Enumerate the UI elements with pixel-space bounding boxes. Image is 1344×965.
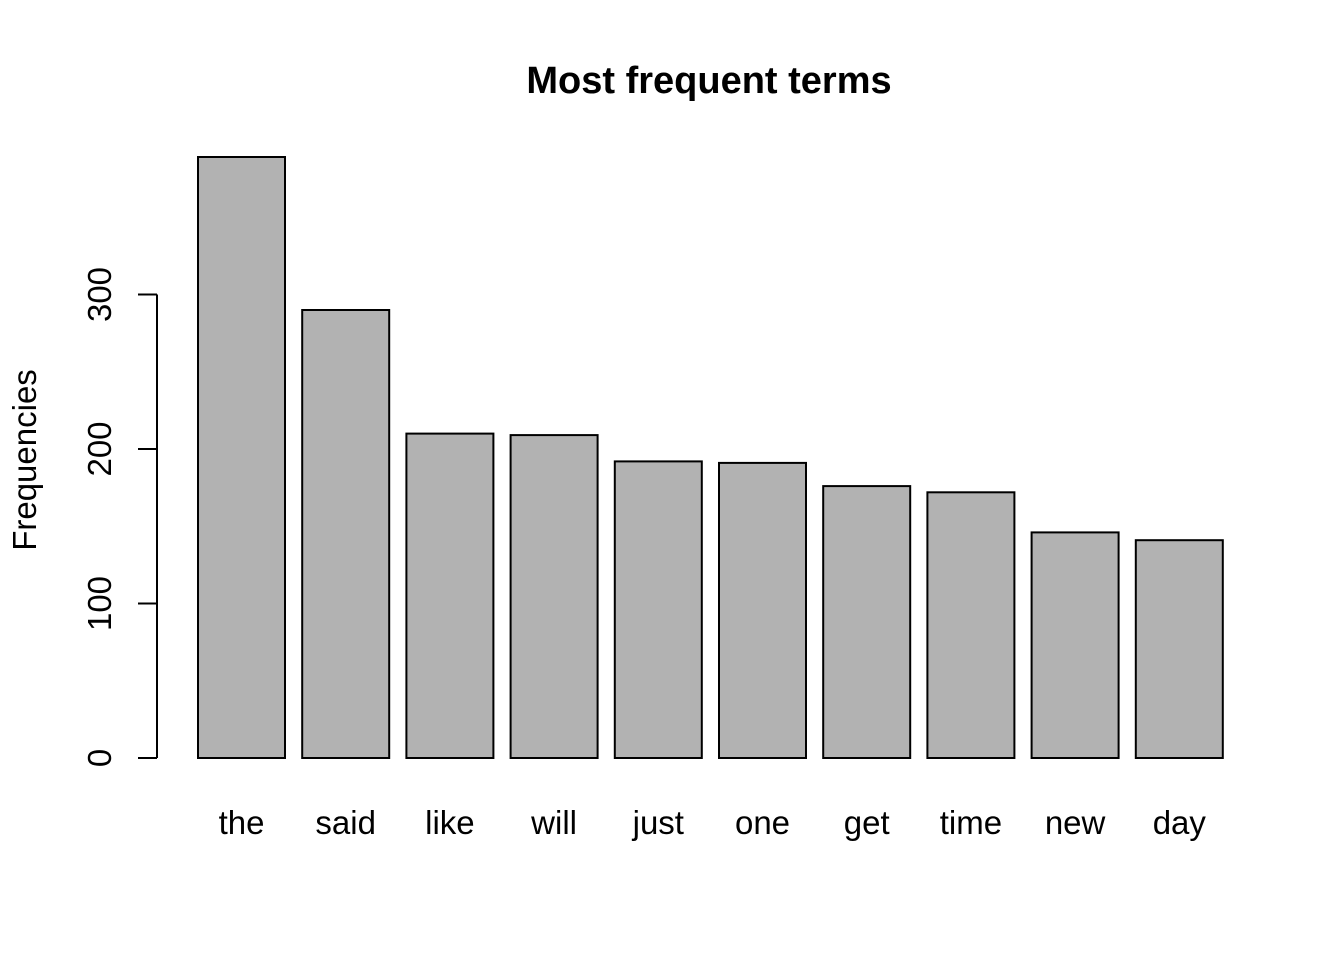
y-tick-label: 300 [81,267,118,322]
y-tick-label: 200 [81,421,118,476]
x-axis-labels: the said like will just one get time new day [219,804,1207,841]
x-tick-label: get [844,804,890,841]
bar-time [926,491,1016,759]
y-axis-title: Frequencies [6,369,43,551]
x-tick-label: just [632,804,684,841]
x-tick-label: time [940,804,1002,841]
x-tick-label: will [530,804,577,841]
bar-one [718,461,807,759]
y-tick-label: 0 [81,749,118,767]
bar-said [301,309,391,759]
bar-day [1134,539,1224,760]
y-axis: 0 100 200 300 [81,267,158,767]
bar-new [1030,531,1120,760]
bars [197,156,1224,760]
x-tick-label: day [1153,804,1207,841]
bar-just [613,460,703,759]
x-tick-label: like [425,804,475,841]
x-tick-label: new [1045,804,1106,841]
x-tick-label: the [219,804,265,841]
bar-like [405,432,495,759]
bar-get [822,485,912,759]
y-tick-label: 100 [81,576,118,631]
x-tick-label: one [735,804,790,841]
x-tick-label: said [315,804,376,841]
chart-title: Most frequent terms [526,60,891,102]
bar-will [509,434,599,759]
bar-the [197,156,286,759]
